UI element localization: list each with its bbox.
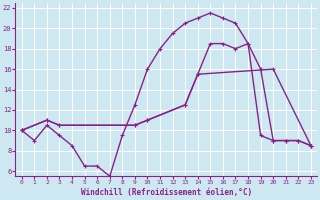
X-axis label: Windchill (Refroidissement éolien,°C): Windchill (Refroidissement éolien,°C) [81, 188, 252, 197]
